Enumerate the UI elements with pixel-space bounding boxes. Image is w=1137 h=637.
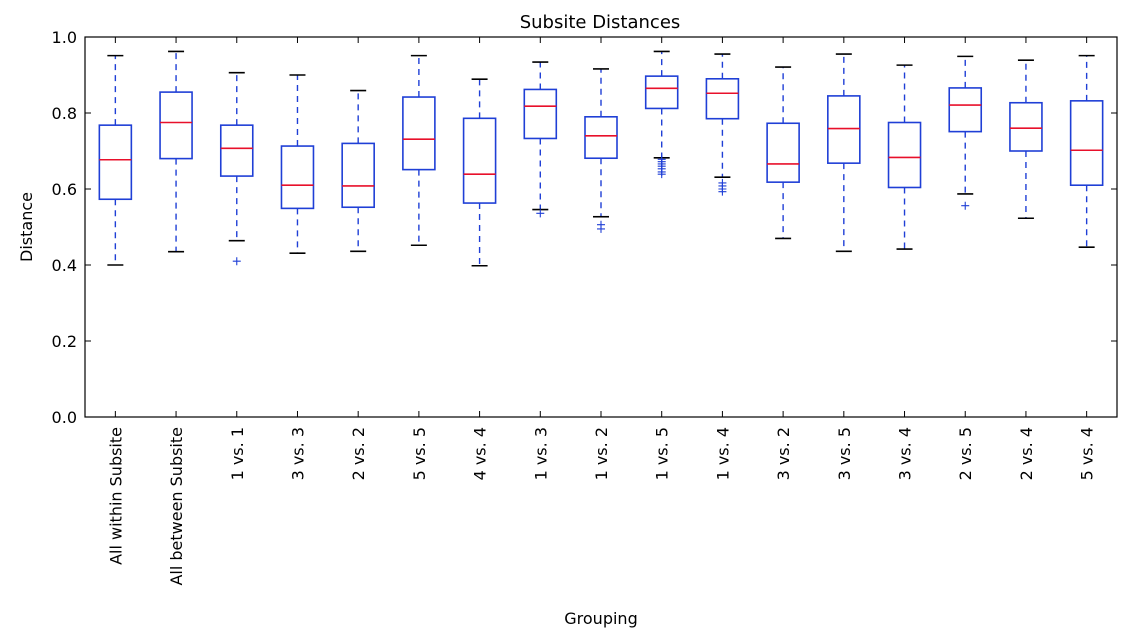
x-tick-label: 3 vs. 3 bbox=[288, 427, 307, 480]
plot-area: 0.0 0.2 0.4 0.6 0.8 1.0 All within Subsite All … bbox=[52, 28, 1117, 586]
x-tick-label: 1 vs. 3 bbox=[531, 427, 550, 480]
iqr-box bbox=[159, 91, 193, 160]
outlier-marker bbox=[597, 224, 605, 233]
iqr-box bbox=[523, 88, 558, 140]
chart-title: Subsite Distances bbox=[520, 12, 681, 33]
x-tick-label: All within Subsite bbox=[106, 427, 125, 565]
x-tick-label: 3 vs. 4 bbox=[896, 427, 915, 480]
iqr-box bbox=[1069, 100, 1104, 186]
y-tick-label: 0.4 bbox=[52, 256, 77, 275]
iqr-box bbox=[766, 122, 800, 183]
iqr-box bbox=[948, 87, 983, 133]
x-axis-label: Grouping bbox=[564, 609, 637, 628]
x-tick-label: 5 vs. 4 bbox=[1078, 427, 1097, 480]
x-tick-label: 2 vs. 4 bbox=[1017, 427, 1036, 480]
iqr-box bbox=[1009, 101, 1043, 152]
x-tick-label: 1 vs. 1 bbox=[228, 427, 247, 480]
iqr-box bbox=[644, 75, 679, 110]
iqr-box bbox=[887, 121, 922, 189]
outlier-marker bbox=[657, 170, 666, 179]
iqr-box bbox=[584, 116, 618, 160]
y-tick-label: 1.0 bbox=[52, 28, 77, 47]
x-tick-label: 3 vs. 5 bbox=[835, 427, 854, 480]
outlier-marker bbox=[536, 209, 545, 218]
x-tick-label: 2 vs. 2 bbox=[349, 427, 368, 480]
x-tick-label: 2 vs. 5 bbox=[956, 427, 975, 480]
x-tick-label: 1 vs. 4 bbox=[713, 427, 732, 480]
iqr-box bbox=[341, 142, 375, 209]
x-tick-label: 5 vs. 5 bbox=[410, 427, 429, 480]
outlier-marker bbox=[961, 201, 970, 210]
y-axis-label: Distance bbox=[17, 192, 36, 262]
y-tick-label: 0.6 bbox=[52, 180, 77, 199]
x-tick-label: 4 vs. 4 bbox=[471, 427, 490, 480]
outlier-marker bbox=[718, 187, 727, 196]
iqr-box bbox=[219, 124, 254, 177]
iqr-box bbox=[462, 117, 497, 204]
x-tick-label: 1 vs. 5 bbox=[653, 427, 672, 480]
iqr-box bbox=[280, 145, 315, 210]
x-tick-label: All between Subsite bbox=[167, 427, 186, 586]
iqr-box bbox=[705, 78, 740, 120]
iqr-box bbox=[98, 124, 133, 201]
plot-frame bbox=[84, 36, 1118, 418]
y-tick-label: 0.0 bbox=[52, 408, 77, 427]
iqr-box bbox=[827, 95, 861, 164]
x-tick-label: 1 vs. 2 bbox=[592, 427, 611, 480]
outlier-marker bbox=[232, 257, 241, 266]
y-tick-label: 0.8 bbox=[52, 104, 77, 123]
x-tick-label: 3 vs. 2 bbox=[774, 427, 793, 480]
iqr-box bbox=[402, 96, 436, 171]
y-tick-label: 0.2 bbox=[52, 332, 77, 351]
